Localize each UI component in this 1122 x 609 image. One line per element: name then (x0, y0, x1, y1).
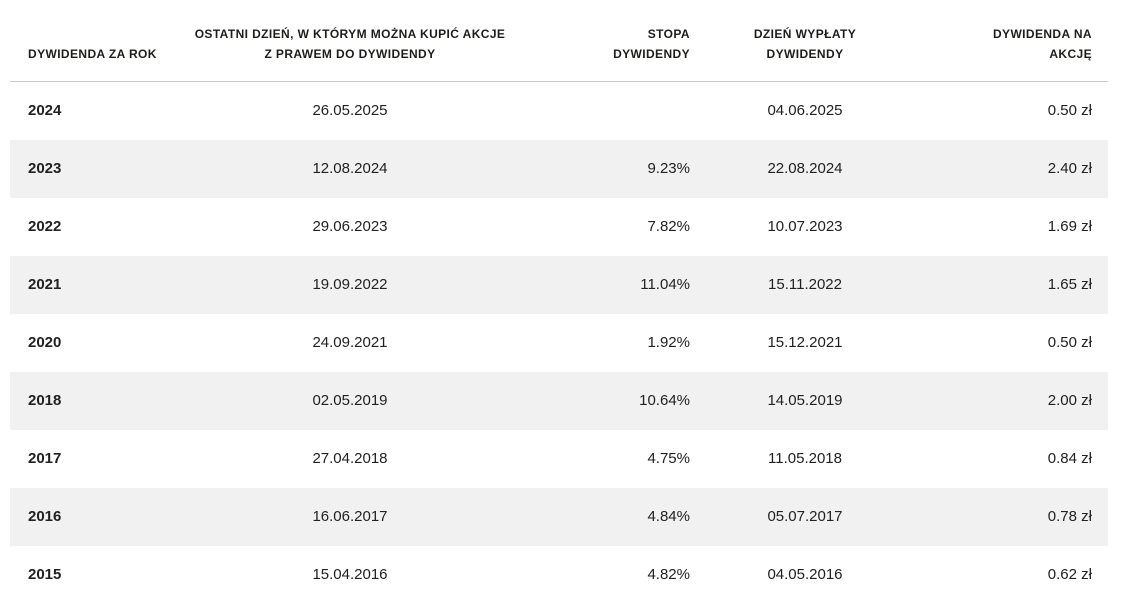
cell-payout-date: 04.05.2016 (767, 566, 843, 583)
cell-dividend-yield: 4.75% (647, 450, 690, 467)
cell-last-day-to-buy: 19.09.2022 (312, 276, 388, 293)
cell-last-day-to-buy: 02.05.2019 (312, 392, 388, 409)
cell-year: 2023 (28, 160, 62, 177)
cell-last-day-to-buy: 16.06.2017 (312, 508, 388, 525)
cell-dividend-per-share: 2.40 zł (1047, 160, 1092, 177)
cell-dividend-per-share: 1.65 zł (1047, 276, 1092, 293)
cell-last-day-to-buy: 29.06.2023 (312, 218, 388, 235)
cell-last-day-to-buy: 12.08.2024 (312, 160, 388, 177)
cell-dividend-yield (520, 82, 710, 140)
cell-dividend-yield: 11.04% (640, 276, 690, 293)
cell-last-day-to-buy: 15.04.2016 (312, 566, 388, 583)
cell-dividend-yield: 4.84% (647, 508, 690, 525)
col-header-dividend-per-share: DYWIDENDA NA AKCJĘ (900, 0, 1108, 82)
col-header-last-day-to-buy: OSTATNI DZIEŃ, W KTÓRYM MOŻNA KUPIĆ AKCJ… (180, 0, 520, 82)
col-header-dividend-year: DYWIDENDA ZA ROK (10, 0, 180, 82)
cell-dividend-yield: 10.64% (639, 392, 690, 409)
cell-year: 2020 (28, 334, 62, 351)
cell-dividend-yield: 7.82% (647, 218, 690, 235)
cell-dividend-per-share: 0.50 zł (1047, 102, 1092, 120)
cell-dividend-per-share: 0.78 zł (1047, 508, 1092, 525)
cell-payout-date: 14.05.2019 (767, 392, 843, 409)
table-row: 2023 12.08.2024 9.23% 22.08.2024 2.40 zł (10, 139, 1108, 198)
cell-dividend-per-share: 0.62 zł (1047, 566, 1092, 583)
table-row: 2017 27.04.2018 4.75% 11.05.2018 0.84 zł (10, 430, 1108, 488)
cell-dividend-per-share: 0.84 zł (1047, 450, 1092, 467)
cell-year: 2021 (28, 276, 62, 293)
cell-dividend-per-share: 1.69 zł (1047, 218, 1092, 235)
col-header-dividend-yield: STOPA DYWIDENDY (520, 0, 710, 82)
dividend-table: DYWIDENDA ZA ROK OSTATNI DZIEŃ, W KTÓRYM… (10, 0, 1108, 604)
cell-year: 2017 (28, 450, 62, 467)
cell-dividend-per-share: 2.00 zł (1047, 392, 1092, 409)
cell-year: 2024 (28, 102, 62, 120)
table-row: 2024 26.05.2025 04.06.2025 0.50 zł (10, 82, 1108, 140)
table-row: 2022 29.06.2023 7.82% 10.07.2023 1.69 zł (10, 198, 1108, 256)
cell-last-day-to-buy: 24.09.2021 (312, 334, 388, 351)
cell-last-day-to-buy: 26.05.2025 (312, 102, 388, 120)
dividend-table-body: 2024 26.05.2025 04.06.2025 0.50 zł 2023 … (10, 82, 1108, 604)
cell-year: 2016 (28, 508, 62, 525)
cell-payout-date: 15.11.2022 (768, 276, 842, 293)
cell-dividend-yield: 9.23% (647, 160, 690, 177)
col-header-payout-date: DZIEŃ WYPŁATY DYWIDENDY (710, 0, 900, 82)
table-row: 2018 02.05.2019 10.64% 14.05.2019 2.00 z… (10, 371, 1108, 430)
table-row: 2021 19.09.2022 11.04% 15.11.2022 1.65 z… (10, 255, 1108, 314)
cell-payout-date: 04.06.2025 (767, 102, 843, 120)
cell-year: 2022 (28, 218, 62, 235)
table-row: 2016 16.06.2017 4.84% 05.07.2017 0.78 zł (10, 487, 1108, 546)
cell-payout-date: 22.08.2024 (767, 160, 843, 177)
cell-payout-date: 15.12.2021 (767, 334, 843, 351)
table-row: 2015 15.04.2016 4.82% 04.05.2016 0.62 zł (10, 546, 1108, 604)
cell-dividend-yield: 1.92% (647, 334, 690, 351)
header-row: DYWIDENDA ZA ROK OSTATNI DZIEŃ, W KTÓRYM… (10, 0, 1108, 82)
table-row: 2020 24.09.2021 1.92% 15.12.2021 0.50 zł (10, 314, 1108, 372)
cell-payout-date: 11.05.2018 (768, 450, 842, 467)
cell-year: 2018 (28, 392, 62, 409)
dividend-table-header: DYWIDENDA ZA ROK OSTATNI DZIEŃ, W KTÓRYM… (10, 0, 1108, 82)
cell-payout-date: 05.07.2017 (767, 508, 843, 525)
cell-last-day-to-buy: 27.04.2018 (312, 450, 388, 467)
cell-payout-date: 10.07.2023 (767, 218, 843, 235)
cell-year: 2015 (28, 566, 62, 583)
cell-dividend-per-share: 0.50 zł (1047, 334, 1092, 351)
cell-dividend-yield: 4.82% (647, 566, 690, 583)
